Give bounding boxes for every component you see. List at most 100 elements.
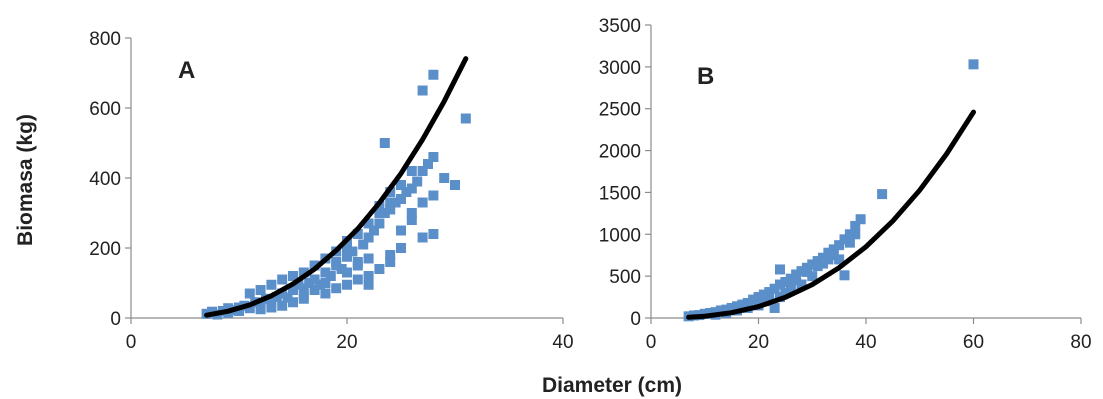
x-tick-label: 20 [748,332,769,353]
y-axis-title: Biomasa (kg) [14,114,37,246]
data-point [769,302,780,313]
data-point [390,197,401,208]
data-point [298,267,309,278]
data-point [385,197,396,208]
data-point [818,258,828,269]
data-point [358,239,369,250]
data-point [406,166,417,176]
data-point [374,264,385,274]
data-point [266,279,277,290]
data-point [844,237,855,248]
data-point [834,240,845,251]
data-point [309,274,320,285]
y-tick-label: 2000 [599,142,641,163]
data-point [352,274,363,285]
data-point [352,260,363,271]
x-tick-label: 0 [126,332,137,353]
data-point [807,259,818,270]
data-point [396,243,406,253]
data-point [428,69,439,80]
data-point [417,197,428,208]
data-point [336,264,347,274]
x-tick-label: 20 [336,332,357,353]
data-point [255,285,266,295]
data-point [428,152,439,162]
data-point [828,250,839,261]
y-tick-label: 2500 [599,100,641,121]
data-point [374,208,385,218]
data-point [309,285,320,295]
x-axis-title: Diameter (cm) [542,374,682,397]
y-tick-label: 400 [89,169,121,190]
x-tick-label: 0 [646,332,657,353]
data-point [363,271,374,281]
data-point [737,299,748,310]
data-point [428,190,439,201]
y-tick-label: 1500 [599,183,641,204]
data-point [363,279,374,290]
data-point [277,274,288,285]
data-point [423,159,433,169]
y-tick-label: 3000 [599,58,641,79]
fit-curve [204,56,469,318]
data-point [412,176,423,187]
data-point [807,271,818,282]
data-point [834,254,845,265]
data-point [417,232,428,243]
data-point [791,275,802,286]
data-point [828,244,839,255]
data-point [812,256,823,267]
x-tick-label: 60 [963,332,984,353]
y-tick-label: 800 [89,29,121,50]
data-point [244,288,255,299]
data-point [785,273,796,284]
data-point [363,253,374,264]
y-tick-label: 600 [89,99,121,120]
data-point [812,261,823,272]
y-tick-label: 200 [89,239,121,260]
x-tick-label: 40 [855,332,876,353]
data-point [839,234,850,245]
data-point [309,260,320,271]
data-point [769,283,780,294]
data-point [439,173,450,183]
data-point [850,229,861,240]
data-point [320,267,331,278]
data-point [726,302,737,313]
data-point [968,59,979,70]
data-point [363,218,374,229]
data-point [282,292,293,303]
data-point [823,247,834,258]
data-point [428,229,439,239]
data-point [347,246,358,257]
data-point [850,220,861,231]
data-point [331,257,342,267]
data-point [855,214,866,225]
data-point [369,225,379,236]
data-point [271,292,282,302]
panel-b: 0 500 1000 1500 2000 2500 3000 3500 0 20 40 60 80 B [599,16,1092,353]
data-point [288,297,298,308]
data-point [818,252,828,263]
data-point [753,292,764,303]
data-point [775,279,785,290]
fit-curve [686,109,976,320]
data-point [363,232,374,243]
data-point [352,229,363,239]
data-point [406,208,417,218]
y-tick-label: 500 [609,267,641,288]
data-point [780,287,791,298]
data-point [758,293,769,304]
y-tick-label: 0 [630,309,641,330]
data-point [396,225,406,236]
x-tick-label: 80 [1070,332,1091,353]
data-point [255,299,266,309]
data-point [715,305,726,316]
data-point [234,306,244,316]
data-point [796,266,807,277]
data-point [796,279,807,290]
data-point [298,290,309,301]
data-point [417,85,428,96]
data-point [844,229,855,240]
